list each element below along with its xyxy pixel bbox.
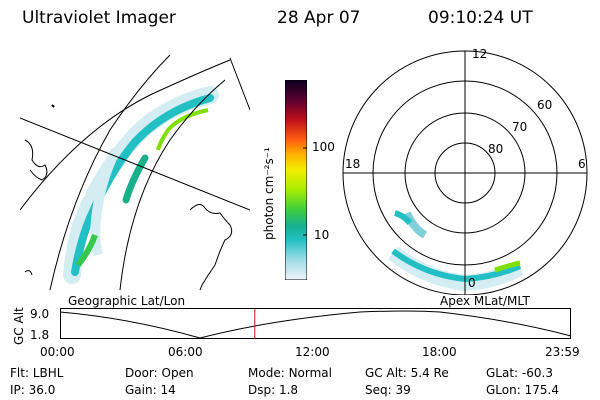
geographic-image bbox=[20, 54, 250, 290]
mlat-label-80: 80 bbox=[488, 142, 504, 156]
timeline-plot bbox=[60, 308, 572, 339]
footer-field: GC Alt: 5.4 Re bbox=[365, 366, 449, 380]
coastline bbox=[189, 204, 233, 290]
coastline bbox=[24, 139, 48, 181]
footer-field: Flt: LBHL bbox=[10, 366, 64, 380]
timeline-xtick-0000: 00:00 bbox=[40, 345, 75, 359]
colorbar-tick-100: 100 bbox=[312, 140, 335, 154]
footer-field: Mode: Normal bbox=[248, 366, 332, 380]
observation-date: 28 Apr 07 bbox=[277, 8, 361, 28]
coastline bbox=[24, 270, 33, 276]
geographic-label: Geographic Lat/Lon bbox=[68, 294, 186, 308]
instrument-title: Ultraviolet Imager bbox=[22, 8, 176, 28]
mlt-label-0: 0 bbox=[468, 276, 476, 290]
timeline-xtick-0600: 06:00 bbox=[168, 345, 203, 359]
timeline-ytick-1-8: 1.8 bbox=[30, 328, 50, 342]
timeline-xtick-1200: 12:00 bbox=[295, 345, 330, 359]
polar-image bbox=[342, 50, 588, 295]
latitude-arc bbox=[49, 54, 171, 290]
latitude-arc bbox=[119, 79, 226, 290]
altitude-curve bbox=[60, 310, 572, 339]
longitude-line bbox=[20, 117, 250, 211]
image-edge bbox=[229, 57, 250, 111]
coastline bbox=[51, 104, 55, 108]
mlat-label-70: 70 bbox=[512, 120, 528, 134]
mlt-label-6: 6 bbox=[578, 157, 586, 171]
footer-field: IP: 36.0 bbox=[10, 383, 56, 397]
timeline-xtick-1800: 18:00 bbox=[422, 345, 457, 359]
mlt-label-12: 12 bbox=[472, 47, 488, 61]
colorbar-unit-label: photon cm⁻²s⁻¹ bbox=[262, 147, 276, 240]
observation-time: 09:10:24 UT bbox=[428, 8, 533, 28]
timeline-ytick-9: 9.0 bbox=[30, 307, 50, 321]
footer-field: Dsp: 1.8 bbox=[248, 383, 299, 397]
footer-field: Door: Open bbox=[125, 366, 194, 380]
footer-field: GLat: -60.3 bbox=[486, 366, 553, 380]
footer-field: Seq: 39 bbox=[365, 383, 411, 397]
timeline-y-label: GC Alt bbox=[12, 307, 26, 345]
aurora-emission bbox=[63, 86, 219, 284]
colorbar bbox=[285, 80, 307, 280]
mlt-label-18: 18 bbox=[345, 157, 361, 171]
footer-field: Gain: 14 bbox=[125, 383, 176, 397]
latitude-arc bbox=[20, 59, 231, 211]
timeline-xtick-2359: 23:59 bbox=[545, 345, 580, 359]
apex-label: Apex MLat/MLT bbox=[440, 294, 530, 308]
colorbar-tick-10: 10 bbox=[314, 228, 330, 242]
mlat-label-60: 60 bbox=[537, 98, 553, 112]
footer-field: GLon: 175.4 bbox=[486, 383, 559, 397]
